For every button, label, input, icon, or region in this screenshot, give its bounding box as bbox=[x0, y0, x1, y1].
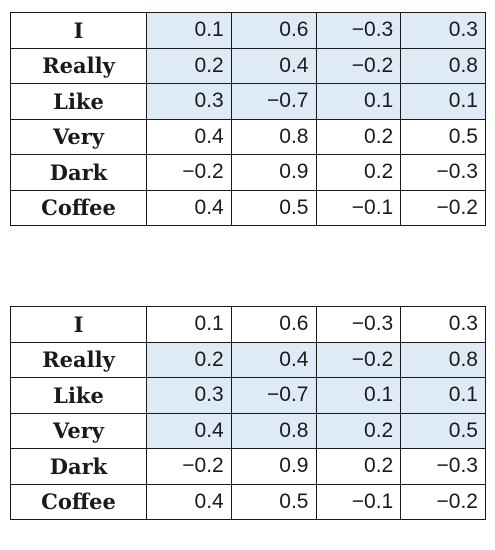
word-label: Like bbox=[10, 377, 147, 414]
table-row: Really 0.2 0.4 −0.2 0.8 bbox=[10, 47, 486, 84]
vector-value: 0.8 bbox=[230, 412, 317, 449]
vector-value: 0.1 bbox=[400, 83, 486, 120]
vector-value: 0.2 bbox=[315, 118, 402, 155]
vector-value: 0.2 bbox=[315, 154, 402, 191]
vector-value: 0.5 bbox=[230, 483, 317, 520]
vector-value: −0.2 bbox=[400, 189, 486, 226]
table-row: Very 0.4 0.8 0.2 0.5 bbox=[10, 412, 486, 449]
vector-value: 0.4 bbox=[146, 412, 232, 449]
vector-value: 0.2 bbox=[315, 448, 402, 485]
vector-value: −0.2 bbox=[146, 448, 232, 485]
vector-value: 0.2 bbox=[146, 47, 232, 84]
table-row: I 0.1 0.6 −0.3 0.3 bbox=[10, 12, 486, 49]
vector-value: −0.3 bbox=[400, 154, 486, 191]
vector-value: 0.4 bbox=[230, 341, 317, 378]
vector-value: 0.5 bbox=[400, 118, 486, 155]
word-label: Really bbox=[10, 47, 147, 84]
vector-value: 0.5 bbox=[400, 412, 486, 449]
table-row: Coffee 0.4 0.5 −0.1 −0.2 bbox=[10, 189, 486, 226]
vector-value: 0.8 bbox=[400, 47, 486, 84]
vector-value: −0.3 bbox=[315, 306, 402, 343]
vector-value: 0.6 bbox=[230, 306, 317, 343]
vector-value: 0.3 bbox=[400, 306, 486, 343]
vector-value: −0.1 bbox=[315, 483, 402, 520]
vector-value: 0.1 bbox=[315, 377, 402, 414]
table-row: Very 0.4 0.8 0.2 0.5 bbox=[10, 118, 486, 155]
vector-value: 0.4 bbox=[230, 47, 317, 84]
table-row: Like 0.3 −0.7 0.1 0.1 bbox=[10, 83, 486, 120]
vector-value: −0.2 bbox=[146, 154, 232, 191]
vector-value: 0.1 bbox=[315, 83, 402, 120]
vector-value: 0.8 bbox=[230, 118, 317, 155]
word-label: Really bbox=[10, 341, 147, 378]
vector-value: −0.2 bbox=[315, 47, 402, 84]
word-label: Coffee bbox=[10, 483, 147, 520]
vector-value: 0.9 bbox=[230, 154, 317, 191]
table-row: Like 0.3 −0.7 0.1 0.1 bbox=[10, 377, 486, 414]
vector-value: 0.1 bbox=[400, 377, 486, 414]
word-label: Dark bbox=[10, 448, 147, 485]
vector-value: 0.3 bbox=[146, 83, 232, 120]
vector-value: −0.3 bbox=[315, 12, 402, 49]
embedding-table-window-1: I 0.1 0.6 −0.3 0.3 Really 0.2 0.4 −0.2 0.8 Like 0.3… bbox=[10, 12, 486, 226]
word-label: I bbox=[10, 306, 147, 343]
embedding-table-window-2: I 0.1 0.6 −0.3 0.3 Really 0.2 0.4 −0.2 0.8 Like 0.3… bbox=[10, 306, 486, 520]
vector-value: 0.1 bbox=[146, 12, 232, 49]
table-row: I 0.1 0.6 −0.3 0.3 bbox=[10, 306, 486, 343]
vector-value: 0.1 bbox=[146, 306, 232, 343]
word-label: Coffee bbox=[10, 189, 147, 226]
vector-value: −0.2 bbox=[315, 341, 402, 378]
vector-value: −0.2 bbox=[400, 483, 486, 520]
vector-value: 0.2 bbox=[315, 412, 402, 449]
vector-value: −0.3 bbox=[400, 448, 486, 485]
word-label: Dark bbox=[10, 154, 147, 191]
table-row: Dark −0.2 0.9 0.2 −0.3 bbox=[10, 154, 486, 191]
vector-value: 0.2 bbox=[146, 341, 232, 378]
table-row: Coffee 0.4 0.5 −0.1 −0.2 bbox=[10, 483, 486, 520]
table-row: Really 0.2 0.4 −0.2 0.8 bbox=[10, 341, 486, 378]
vector-value: 0.6 bbox=[230, 12, 317, 49]
vector-value: 0.9 bbox=[230, 448, 317, 485]
word-label: Very bbox=[10, 118, 147, 155]
word-label: I bbox=[10, 12, 147, 49]
vector-value: 0.8 bbox=[400, 341, 486, 378]
vector-value: 0.4 bbox=[146, 483, 232, 520]
word-label: Very bbox=[10, 412, 147, 449]
table-row: Dark −0.2 0.9 0.2 −0.3 bbox=[10, 448, 486, 485]
vector-value: 0.5 bbox=[230, 189, 317, 226]
vector-value: 0.3 bbox=[146, 377, 232, 414]
vector-value: −0.1 bbox=[315, 189, 402, 226]
vector-value: 0.4 bbox=[146, 118, 232, 155]
vector-value: −0.7 bbox=[230, 83, 317, 120]
vector-value: 0.4 bbox=[146, 189, 232, 226]
vector-value: 0.3 bbox=[400, 12, 486, 49]
word-label: Like bbox=[10, 83, 147, 120]
vector-value: −0.7 bbox=[230, 377, 317, 414]
